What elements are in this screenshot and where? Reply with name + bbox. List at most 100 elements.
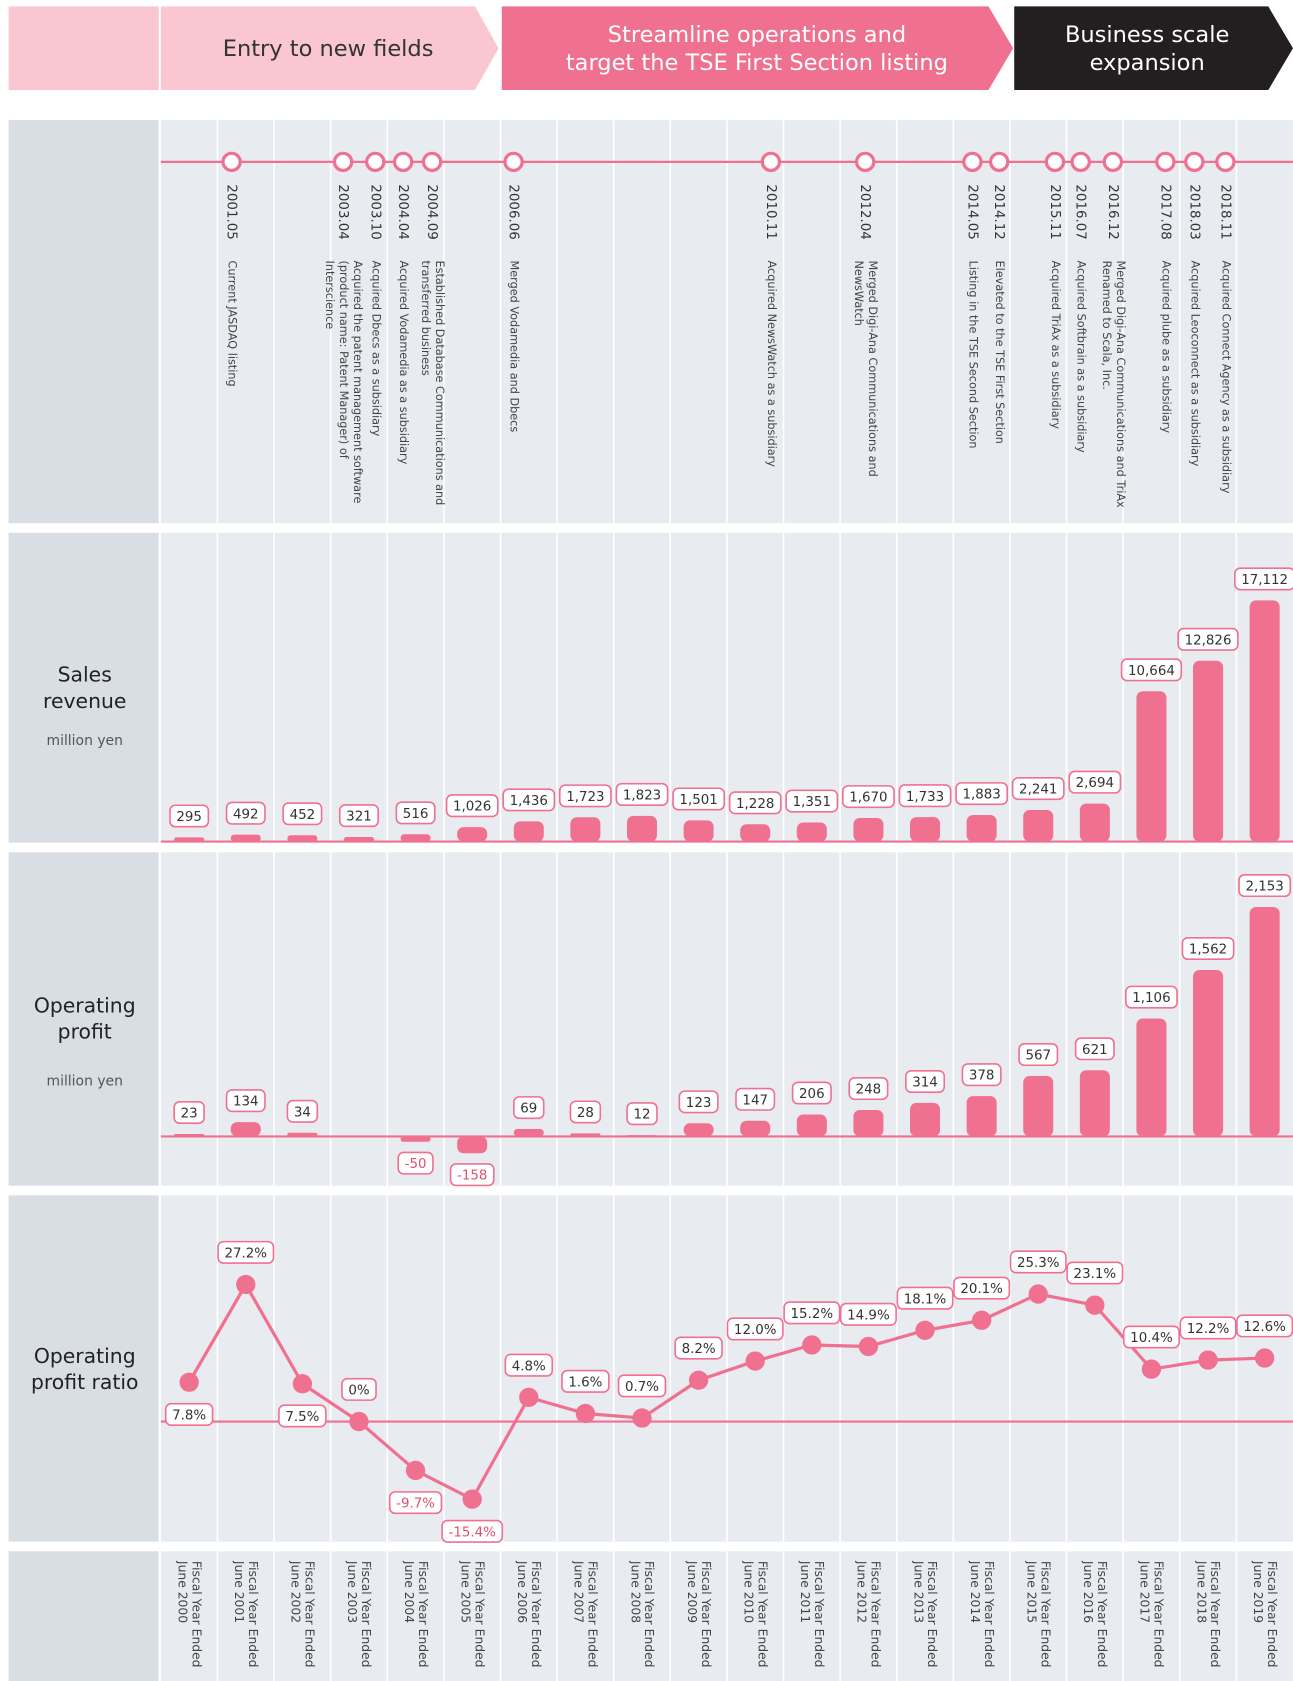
value-label-text: 12.0%	[734, 1323, 777, 1338]
value-label: 295	[169, 804, 210, 828]
value-label: 1,670	[842, 785, 895, 809]
label-column	[8, 120, 159, 524]
bar	[740, 824, 771, 842]
value-label-box	[441, 1519, 504, 1543]
bar	[287, 835, 318, 842]
value-label: 10,664	[1120, 658, 1183, 682]
value-label-text: 2,153	[1245, 880, 1283, 895]
value-label: 20.1%	[953, 1276, 1011, 1300]
fiscal-year-wrap: Fiscal Year Ended June 2011	[784, 1561, 841, 1681]
bar	[400, 1136, 431, 1142]
value-label-text: 621	[1082, 1043, 1108, 1058]
value-label-box	[1179, 1316, 1237, 1340]
milestone-marker	[760, 151, 782, 173]
value-label-text: 4.8%	[512, 1359, 546, 1374]
value-label-text: 1.6%	[568, 1375, 602, 1390]
value-label-text: 248	[856, 1083, 882, 1098]
milestone-marker	[1070, 151, 1091, 173]
milestone-description: Acquired the patent management software	[351, 261, 364, 504]
bar	[683, 1123, 714, 1137]
milestone-description: Current JASDAQ listing	[226, 261, 239, 387]
bar	[1136, 691, 1167, 842]
ratio-point	[349, 1411, 369, 1432]
fiscal-year-wrap: Fiscal Year Ended June 2009	[670, 1561, 727, 1681]
bar	[1023, 1075, 1054, 1137]
value-label-text: 7.5%	[285, 1410, 319, 1425]
ratio-point	[1028, 1284, 1048, 1304]
fiscal-year-wrap: Fiscal Year Ended June 2019	[1236, 1561, 1293, 1681]
value-label-text: 378	[969, 1069, 995, 1084]
value-label: 1,823	[615, 782, 669, 806]
milestone-date: 2006.06	[506, 184, 521, 239]
phase-arrow	[160, 6, 499, 91]
value-label: 7.5%	[278, 1404, 327, 1428]
value-label-text: 1,436	[510, 794, 548, 809]
value-label-text: 28	[577, 1106, 594, 1121]
ratio-point	[462, 1489, 482, 1509]
value-label-text: -50	[405, 1157, 427, 1172]
label-column	[8, 532, 159, 843]
bar	[796, 822, 827, 842]
bar	[1193, 660, 1224, 842]
value-label-box	[617, 1374, 667, 1398]
value-label-text: 2,694	[1076, 776, 1114, 791]
phase-label: Entry to new fields	[223, 36, 434, 62]
bar	[1079, 1070, 1110, 1137]
value-label-text: 12,826	[1185, 633, 1232, 648]
milestone-marker	[392, 151, 414, 173]
fiscal-year-text: Fiscal Year Ended June 2002	[288, 1560, 318, 1668]
value-label-box	[1125, 985, 1178, 1009]
fiscal-year-label: Fiscal Year Ended June 2013	[911, 1561, 940, 1668]
value-label: -158	[449, 1163, 495, 1187]
bar	[1136, 1018, 1167, 1137]
value-label-box	[164, 1402, 214, 1426]
value-label-text: 18.1%	[904, 1292, 947, 1307]
value-label: 15.2%	[783, 1301, 841, 1325]
label-column	[8, 852, 159, 1186]
value-label-text: 25.3%	[1017, 1256, 1060, 1271]
value-label: 27.2%	[217, 1240, 275, 1264]
phase-label: Business scale	[1065, 22, 1229, 48]
ratio-point	[179, 1372, 199, 1392]
value-label-box	[1074, 1037, 1115, 1061]
value-label-box	[217, 1240, 275, 1264]
milestone-marker	[1155, 151, 1176, 173]
bar	[910, 1102, 941, 1137]
value-label-box	[735, 1087, 776, 1111]
ratio-point	[802, 1335, 822, 1355]
value-label-box	[1181, 936, 1235, 961]
value-label: 1.6%	[561, 1369, 610, 1393]
value-label: 1,106	[1125, 985, 1178, 1009]
value-label: 321	[338, 804, 379, 828]
value-label-box	[278, 1404, 327, 1428]
fiscal-year-label: Fiscal Year Ended June 2014	[968, 1561, 997, 1668]
bar	[683, 820, 714, 842]
milestone-marker	[365, 151, 386, 173]
bar	[626, 815, 658, 842]
value-label-box	[338, 804, 379, 828]
value-label-box	[1068, 770, 1122, 794]
ratio-point	[292, 1374, 313, 1394]
bar	[230, 834, 261, 842]
milestone-description: Acquired Leoconnect as a subsidiary	[1188, 261, 1201, 467]
fiscal-year-label: Fiscal Year Ended June 2000	[175, 1561, 204, 1668]
ratio-point	[688, 1370, 709, 1390]
bar	[853, 818, 884, 842]
ratio-point	[575, 1403, 596, 1424]
phase-label: target the TSE First Section listing	[566, 50, 948, 76]
fiscal-year-label: Fiscal Year Ended June 2005	[458, 1561, 487, 1668]
value-label-text: 567	[1025, 1049, 1051, 1064]
bar	[1193, 969, 1224, 1137]
section-unit: million yen	[47, 1074, 123, 1090]
value-label: -50	[397, 1151, 434, 1175]
ratio-point	[405, 1460, 426, 1481]
value-label-text: 23	[181, 1107, 198, 1122]
value-label: 7.8%	[164, 1402, 214, 1426]
milestone-description: Merged Vodamedia and Dbecs	[508, 261, 521, 433]
value-label-text: 17,112	[1241, 573, 1288, 588]
milestone-date: 2003.04	[335, 184, 350, 239]
fiscal-year-text: Fiscal Year Ended June 2011	[797, 1560, 827, 1668]
value-label-box	[626, 1102, 658, 1126]
value-label-box	[1011, 777, 1065, 801]
bar	[570, 1133, 601, 1137]
